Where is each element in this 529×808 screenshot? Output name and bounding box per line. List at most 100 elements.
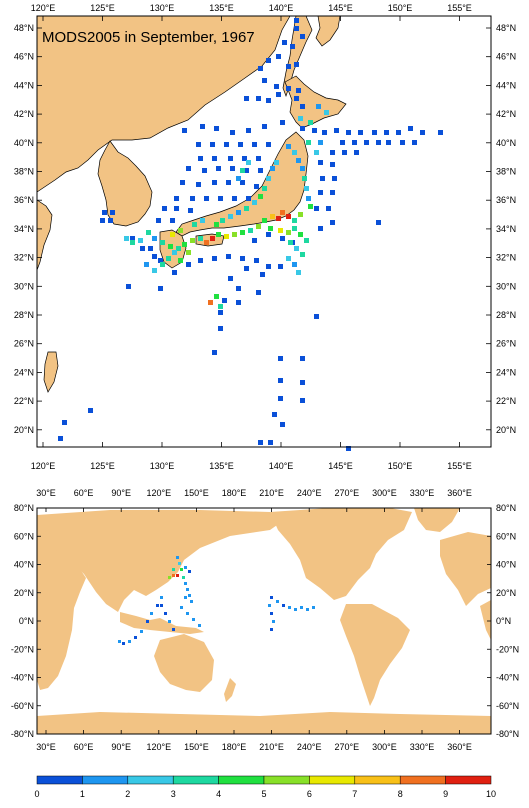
observation-cell (178, 562, 181, 565)
lat-tick-label-left: 26°N (14, 339, 34, 349)
observation-cell (324, 110, 329, 115)
observation-cell (346, 446, 351, 451)
observation-cell (110, 210, 115, 215)
observation-cell (300, 104, 305, 109)
observation-cell (176, 574, 179, 577)
observation-cell (196, 182, 201, 187)
observation-cell (172, 628, 175, 631)
observation-cell (172, 270, 177, 275)
observation-cell (358, 130, 363, 135)
regional-map-ticks: 120°E 120°E 125°E 125°E 130°E 130°E 135°E 135°E… (14, 3, 516, 471)
colorbar-segment (172, 775, 219, 785)
observation-cell (408, 126, 413, 131)
observation-cell (214, 222, 219, 227)
lat-tick-label-right: 0°N (496, 616, 511, 626)
global-map-ticks: 30°E 30°E 60°E 60°E 90°E 90°E 120°E 120°E 150°E 1… (11, 488, 519, 752)
south-america (340, 604, 410, 706)
colorbar-segment (36, 775, 83, 785)
lat-tick-label-right: 38°N (496, 167, 516, 177)
kuril-corner (315, 15, 341, 47)
observation-cell (252, 200, 257, 205)
lat-tick-label-right: 60°N (496, 531, 516, 541)
observation-cell (256, 96, 261, 101)
lat-tick-label-left: 46°N (14, 52, 34, 62)
lat-tick-label-right: 24°N (496, 367, 516, 377)
observation-cell (88, 408, 93, 413)
observation-cell (278, 396, 283, 401)
observation-cell (226, 180, 231, 185)
maritime-continent (120, 612, 204, 634)
colorbar-label: 1 (80, 789, 85, 799)
observation-cell (300, 380, 305, 385)
observation-cell (276, 92, 281, 97)
observation-cell (270, 214, 275, 219)
observation-cell (286, 86, 291, 91)
colorbar-label: 5 (261, 789, 266, 799)
lat-tick-label-right: 48°N (496, 23, 516, 33)
lon-tick-label-bottom: 270°E (334, 742, 359, 752)
observation-cell (192, 222, 197, 227)
observation-cell (158, 258, 163, 263)
observation-cell (252, 238, 257, 243)
colorbar-segment (218, 775, 265, 785)
observation-cell (190, 600, 193, 603)
observation-cell (226, 254, 231, 259)
observation-cell (240, 168, 245, 173)
new-zealand (224, 678, 236, 702)
greenland (414, 508, 460, 532)
observation-cell (296, 88, 301, 93)
lat-tick-label-left: 40°N (14, 560, 34, 570)
observation-cell (294, 18, 299, 23)
lat-tick-label-left: 38°N (14, 167, 34, 177)
observation-cell (372, 130, 377, 135)
lat-tick-label-right: -80°N (496, 729, 519, 739)
observation-cell (192, 618, 195, 621)
observation-cell (184, 596, 187, 599)
observation-cell (238, 142, 243, 147)
observation-cell (198, 258, 203, 263)
observation-cell (102, 210, 107, 215)
observation-cell (318, 226, 323, 231)
lat-tick-label-left: -40°N (11, 673, 34, 683)
colorbar-label: 9 (443, 789, 448, 799)
lon-tick-label-top: 120°E (146, 488, 171, 498)
lon-tick-label-top: 150°E (184, 488, 209, 498)
observation-cell (352, 140, 357, 145)
lat-tick-label-left: 48°N (14, 23, 34, 33)
observation-cell (184, 582, 187, 585)
lon-tick-label-top: 90°E (111, 488, 131, 498)
lon-tick-label-bottom: 240°E (297, 742, 322, 752)
observation-cell (256, 156, 261, 161)
observation-cell (160, 262, 165, 267)
observation-cell (232, 232, 237, 237)
observation-cell (222, 298, 227, 303)
observation-cell (276, 54, 281, 59)
observation-cell (212, 180, 217, 185)
observation-cell (272, 412, 277, 417)
lat-tick-label-left: 34°N (14, 224, 34, 234)
observation-cell (210, 236, 215, 241)
lon-tick-label-bottom: 155°E (447, 461, 472, 471)
lat-tick-label-right: 26°N (496, 339, 516, 349)
observation-cell (182, 128, 187, 133)
lat-tick-label-right: 20°N (496, 588, 516, 598)
observation-cell (334, 128, 339, 133)
observation-cell (330, 220, 335, 225)
observation-cell (124, 236, 129, 241)
observation-cell (198, 156, 203, 161)
observation-cell (306, 608, 309, 611)
observation-cell (220, 218, 225, 223)
lat-tick-label-right: 46°N (496, 52, 516, 62)
observation-cell (300, 126, 305, 131)
observation-cell (202, 168, 207, 173)
australia (154, 634, 214, 692)
observation-cell (270, 596, 273, 599)
observation-cell (278, 228, 283, 233)
observation-cell (294, 26, 299, 31)
observation-cell (160, 240, 165, 245)
observation-cell (186, 262, 191, 267)
observation-cell (140, 630, 143, 633)
observation-cell (396, 130, 401, 135)
africa-wrap (480, 600, 491, 640)
observation-cell (246, 196, 251, 201)
